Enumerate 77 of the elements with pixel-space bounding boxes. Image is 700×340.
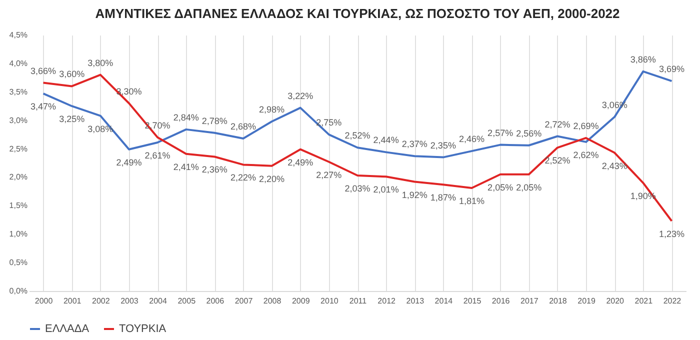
data-label: 2,72% [544,119,570,130]
data-label: 2,46% [458,134,485,144]
data-label: 2,36% [202,164,228,175]
data-label: 3,66% [30,66,56,76]
data-label: 1,23% [658,229,684,240]
x-tick-label: 2011 [349,296,368,306]
data-label: 2,22% [230,172,256,183]
x-tick-label: 2004 [149,296,168,306]
x-tick-label: 2017 [520,296,539,306]
legend-label: ΤΟΥΡΚΙΑ [119,323,167,335]
data-label: 2,49% [288,157,314,168]
x-tick-label: 2007 [234,296,254,306]
y-tick-label: 0,5% [9,258,28,268]
data-label: 2,69% [573,120,599,131]
data-label: 2,44% [373,135,399,146]
x-tick-label: 2001 [63,296,82,306]
data-label: 2,05% [516,182,542,192]
x-tick-label: 2016 [492,296,510,306]
data-label: 3,80% [88,58,114,68]
data-label: 2,01% [373,184,399,195]
data-label: 2,37% [402,139,428,150]
x-tick-label: 2013 [406,296,425,306]
y-tick-label: 3,0% [9,116,28,125]
x-tick-label: 2006 [206,296,225,306]
x-tick-label: 2008 [263,296,282,306]
data-label: 2,05% [488,182,514,192]
data-label: 2,52% [544,156,570,166]
data-label: 2,43% [602,160,628,171]
y-tick-label: 1,0% [9,230,28,239]
x-tick-label: 2003 [120,296,139,306]
data-label: 2,98% [259,104,285,114]
y-tick-label: 3,5% [9,87,28,96]
data-label: 2,03% [344,184,370,194]
x-tick-label: 2021 [634,296,654,306]
chart-title: ΑΜΥΝΤΙΚΕΣ ΔΑΠΑΝΕΣ ΕΛΛΑΔΟΣ ΚΑΙ ΤΟΥΡΚΙΑΣ, ΩΣ ΠΟΣΟΣΤΟ ΤΟΥ ΑΕΠ, 2000-2022 [95,6,620,21]
data-label: 2,41% [173,162,199,172]
x-tick-label: 2022 [663,296,682,306]
x-tick-label: 2014 [434,296,454,306]
data-label: 2,62% [573,150,599,160]
data-label: 2,27% [316,170,342,180]
data-label: 2,20% [259,174,285,184]
x-tick-label: 2020 [606,296,625,306]
data-label: 2,68% [230,122,256,132]
data-label: 3,22% [288,90,314,101]
y-tick-label: 4,5% [9,30,28,40]
x-tick-label: 2000 [34,296,54,306]
x-tick-label: 2010 [320,296,339,306]
data-label: 2,52% [344,130,370,141]
data-label: 2,57% [488,128,514,138]
data-label: 2,35% [430,140,456,150]
x-tick-label: 2002 [92,296,110,306]
data-label: 2,84% [173,112,199,122]
x-tick-label: 2018 [549,296,568,306]
x-tick-label: 2019 [578,296,596,306]
data-label: 1,92% [402,190,428,200]
data-label: 3,69% [658,64,684,74]
data-label: 3,25% [59,114,85,124]
y-tick-label: 2,0% [9,172,28,182]
data-label: 2,49% [116,157,142,168]
data-label: 2,78% [202,116,228,126]
data-label: 2,56% [516,128,542,138]
x-tick-label: 2009 [292,296,310,306]
data-label: 1,81% [458,196,485,206]
data-label: 3,60% [59,69,85,80]
x-tick-label: 2012 [378,296,396,306]
y-tick-label: 0,0% [9,286,28,296]
legend-label: ΕΛΛΑΔΑ [45,323,90,335]
data-label: 2,75% [316,118,342,128]
y-tick-label: 2,5% [9,144,28,154]
y-tick-label: 1,5% [9,201,28,210]
data-label: 3,86% [630,54,656,64]
data-label: 3,47% [30,102,56,112]
x-tick-label: 2015 [463,296,482,306]
y-tick-label: 4,0% [9,58,28,68]
x-tick-label: 2005 [178,296,196,306]
data-label: 2,61% [144,150,170,161]
data-label: 1,87% [430,192,456,203]
